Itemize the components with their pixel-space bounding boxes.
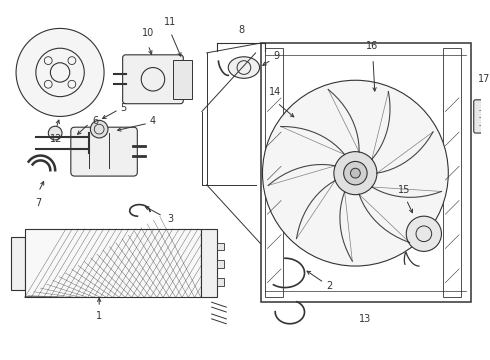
Bar bbox=[201, 229, 217, 297]
Text: 3: 3 bbox=[168, 214, 174, 224]
Bar bbox=[25, 229, 201, 297]
Text: 11: 11 bbox=[165, 17, 177, 27]
Text: 1: 1 bbox=[96, 311, 102, 321]
Text: 16: 16 bbox=[366, 41, 378, 51]
Text: 17: 17 bbox=[478, 74, 490, 84]
FancyBboxPatch shape bbox=[122, 55, 183, 104]
Bar bbox=[266, 48, 283, 297]
Circle shape bbox=[343, 161, 367, 185]
Circle shape bbox=[334, 152, 377, 195]
Polygon shape bbox=[11, 237, 25, 289]
Circle shape bbox=[16, 28, 104, 116]
Bar bbox=[172, 60, 192, 99]
Text: 9: 9 bbox=[273, 51, 279, 61]
Text: 15: 15 bbox=[398, 185, 411, 195]
Text: 5: 5 bbox=[120, 103, 126, 113]
Bar bbox=[443, 48, 461, 297]
Bar bbox=[217, 278, 224, 285]
Ellipse shape bbox=[228, 57, 260, 78]
FancyBboxPatch shape bbox=[71, 127, 137, 176]
Text: 4: 4 bbox=[150, 116, 156, 126]
Circle shape bbox=[263, 80, 448, 266]
Text: 6: 6 bbox=[92, 116, 98, 126]
Text: 2: 2 bbox=[326, 280, 332, 291]
Text: 13: 13 bbox=[359, 314, 371, 324]
Bar bbox=[261, 43, 471, 302]
Circle shape bbox=[406, 216, 441, 251]
Bar bbox=[217, 260, 224, 268]
Circle shape bbox=[90, 120, 108, 138]
Text: 14: 14 bbox=[269, 87, 281, 97]
Text: 10: 10 bbox=[142, 28, 154, 38]
Circle shape bbox=[350, 168, 360, 178]
Circle shape bbox=[49, 126, 62, 140]
Text: 7: 7 bbox=[35, 198, 42, 208]
FancyBboxPatch shape bbox=[474, 100, 490, 133]
Text: 8: 8 bbox=[238, 25, 244, 35]
Bar bbox=[217, 243, 224, 251]
Text: 12: 12 bbox=[50, 134, 62, 144]
